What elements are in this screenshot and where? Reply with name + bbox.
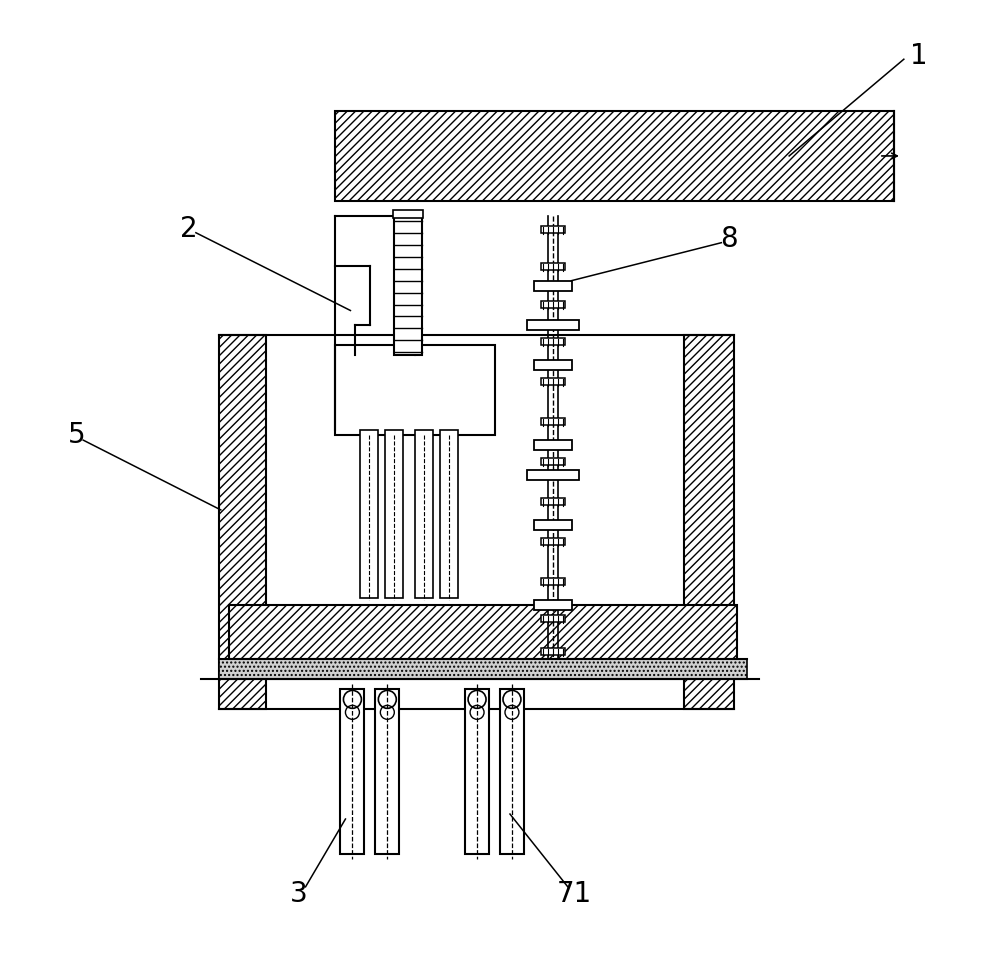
Bar bbox=[534, 280, 572, 291]
Bar bbox=[219, 335, 266, 709]
Bar bbox=[541, 647, 565, 655]
Text: 8: 8 bbox=[721, 225, 738, 253]
Bar bbox=[527, 321, 579, 330]
Bar bbox=[541, 263, 565, 270]
Bar bbox=[541, 379, 565, 385]
Text: 71: 71 bbox=[557, 880, 592, 908]
Bar bbox=[541, 614, 565, 621]
Bar bbox=[541, 226, 565, 233]
Bar bbox=[534, 360, 572, 370]
Bar bbox=[684, 335, 734, 709]
Bar bbox=[534, 520, 572, 530]
Bar bbox=[541, 300, 565, 307]
Bar bbox=[541, 578, 565, 584]
Bar bbox=[541, 338, 565, 346]
Text: 5: 5 bbox=[67, 421, 85, 449]
Bar bbox=[534, 440, 572, 450]
Bar bbox=[500, 690, 524, 854]
Bar bbox=[385, 430, 403, 598]
Text: 2: 2 bbox=[180, 214, 198, 242]
Bar bbox=[541, 418, 565, 425]
Bar bbox=[335, 346, 495, 435]
Bar bbox=[415, 430, 433, 598]
Bar bbox=[394, 215, 422, 355]
Text: 1: 1 bbox=[910, 43, 928, 71]
Bar bbox=[340, 690, 364, 854]
Bar bbox=[229, 605, 737, 660]
Bar bbox=[375, 690, 399, 854]
Bar bbox=[335, 111, 894, 201]
Bar bbox=[393, 210, 423, 217]
Bar bbox=[541, 458, 565, 465]
Bar bbox=[534, 600, 572, 610]
Bar bbox=[440, 430, 458, 598]
Bar bbox=[541, 497, 565, 505]
Bar bbox=[219, 660, 747, 679]
Text: 3: 3 bbox=[290, 880, 307, 908]
Bar bbox=[360, 430, 378, 598]
Bar bbox=[465, 690, 489, 854]
Bar bbox=[527, 470, 579, 480]
Bar bbox=[541, 538, 565, 545]
